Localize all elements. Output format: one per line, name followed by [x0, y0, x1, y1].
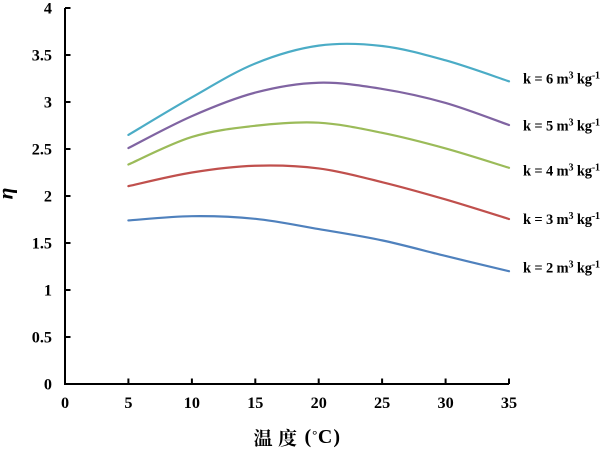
svg-text:0: 0: [44, 376, 52, 394]
svg-text:1: 1: [44, 282, 52, 300]
svg-text:k = 5 m3 kg-1: k = 5 m3 kg-1: [523, 117, 600, 134]
svg-text:k = 4 m3 kg-1: k = 4 m3 kg-1: [523, 163, 600, 180]
svg-text:0.5: 0.5: [32, 329, 52, 347]
svg-text:2.5: 2.5: [32, 141, 52, 159]
svg-text:η: η: [0, 188, 17, 200]
svg-text:3.5: 3.5: [32, 47, 52, 65]
svg-text:30: 30: [438, 394, 454, 412]
svg-text:k = 2 m3 kg-1: k = 2 m3 kg-1: [523, 260, 600, 277]
svg-text:35: 35: [501, 394, 517, 412]
svg-text:5: 5: [124, 394, 132, 412]
svg-text:(°C): (°C): [305, 426, 341, 448]
svg-text:0: 0: [61, 394, 69, 412]
svg-text:25: 25: [374, 394, 390, 412]
svg-text:15: 15: [247, 394, 263, 412]
svg-text:4: 4: [44, 0, 52, 18]
svg-text:2: 2: [44, 188, 52, 206]
svg-text:k = 3 m3 kg-1: k = 3 m3 kg-1: [523, 211, 600, 228]
svg-text:3: 3: [44, 94, 52, 112]
svg-text:20: 20: [311, 394, 327, 412]
svg-text:1.5: 1.5: [32, 235, 52, 253]
svg-text:10: 10: [184, 394, 200, 412]
svg-text:k = 6 m3 kg-1: k = 6 m3 kg-1: [523, 71, 600, 88]
